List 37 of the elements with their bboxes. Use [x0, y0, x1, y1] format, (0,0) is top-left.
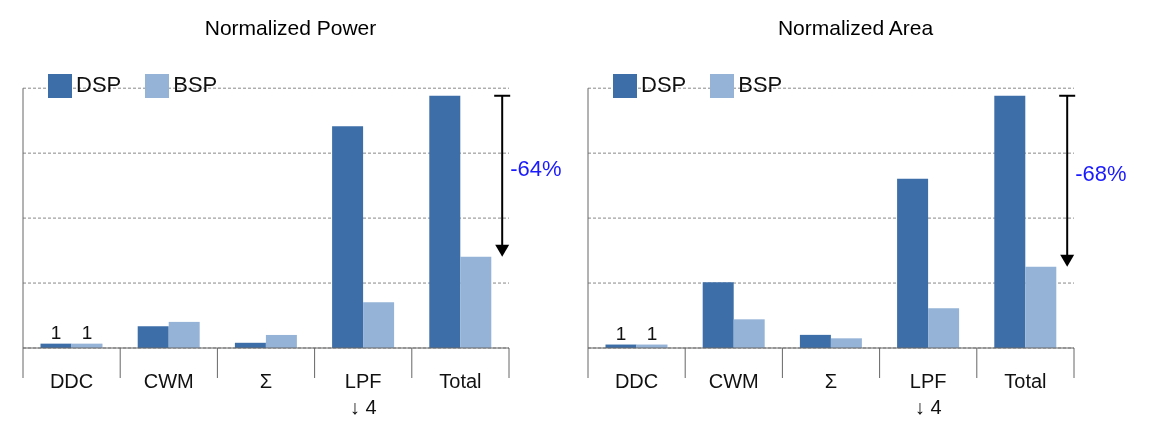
bar [994, 95, 1026, 348]
bar [332, 126, 364, 348]
chart-title: Normalized Power [203, 15, 378, 41]
x-tick-label: Total [439, 370, 482, 392]
bar [265, 334, 297, 348]
bar [897, 178, 929, 348]
x-tick-label: CWM [708, 370, 759, 392]
legend-label: DSP [641, 72, 687, 97]
x-tick-label: Σ [824, 370, 838, 392]
chart-title: Normalized Area [776, 15, 935, 41]
bar [928, 308, 960, 348]
x-tick-label: DDC [49, 370, 94, 392]
x-tick-label: LPF ↓ 4 [909, 370, 947, 418]
bar [1025, 266, 1057, 348]
bar [733, 319, 765, 348]
x-tick-label: Total [1004, 370, 1047, 392]
legend-label: BSP [738, 72, 783, 97]
legend-label: BSP [173, 72, 218, 97]
bar [168, 321, 200, 348]
bar [137, 326, 169, 348]
annotation: -64% [510, 156, 562, 182]
x-tick-label: Σ [259, 370, 273, 392]
bar [460, 256, 492, 348]
bar [799, 334, 831, 348]
data-label: 1 [615, 322, 627, 344]
bar [429, 95, 461, 348]
legend-label: DSP [76, 72, 122, 97]
data-label: 1 [50, 321, 62, 343]
bar [702, 282, 734, 348]
bar [363, 302, 395, 348]
x-tick-label: DDC [614, 370, 659, 392]
data-label: 1 [646, 322, 658, 344]
bar [830, 338, 862, 348]
annotation: -68% [1075, 161, 1127, 187]
x-tick-label: LPF ↓ 4 [344, 370, 382, 418]
data-label: 1 [81, 321, 93, 343]
x-tick-label: CWM [143, 370, 194, 392]
